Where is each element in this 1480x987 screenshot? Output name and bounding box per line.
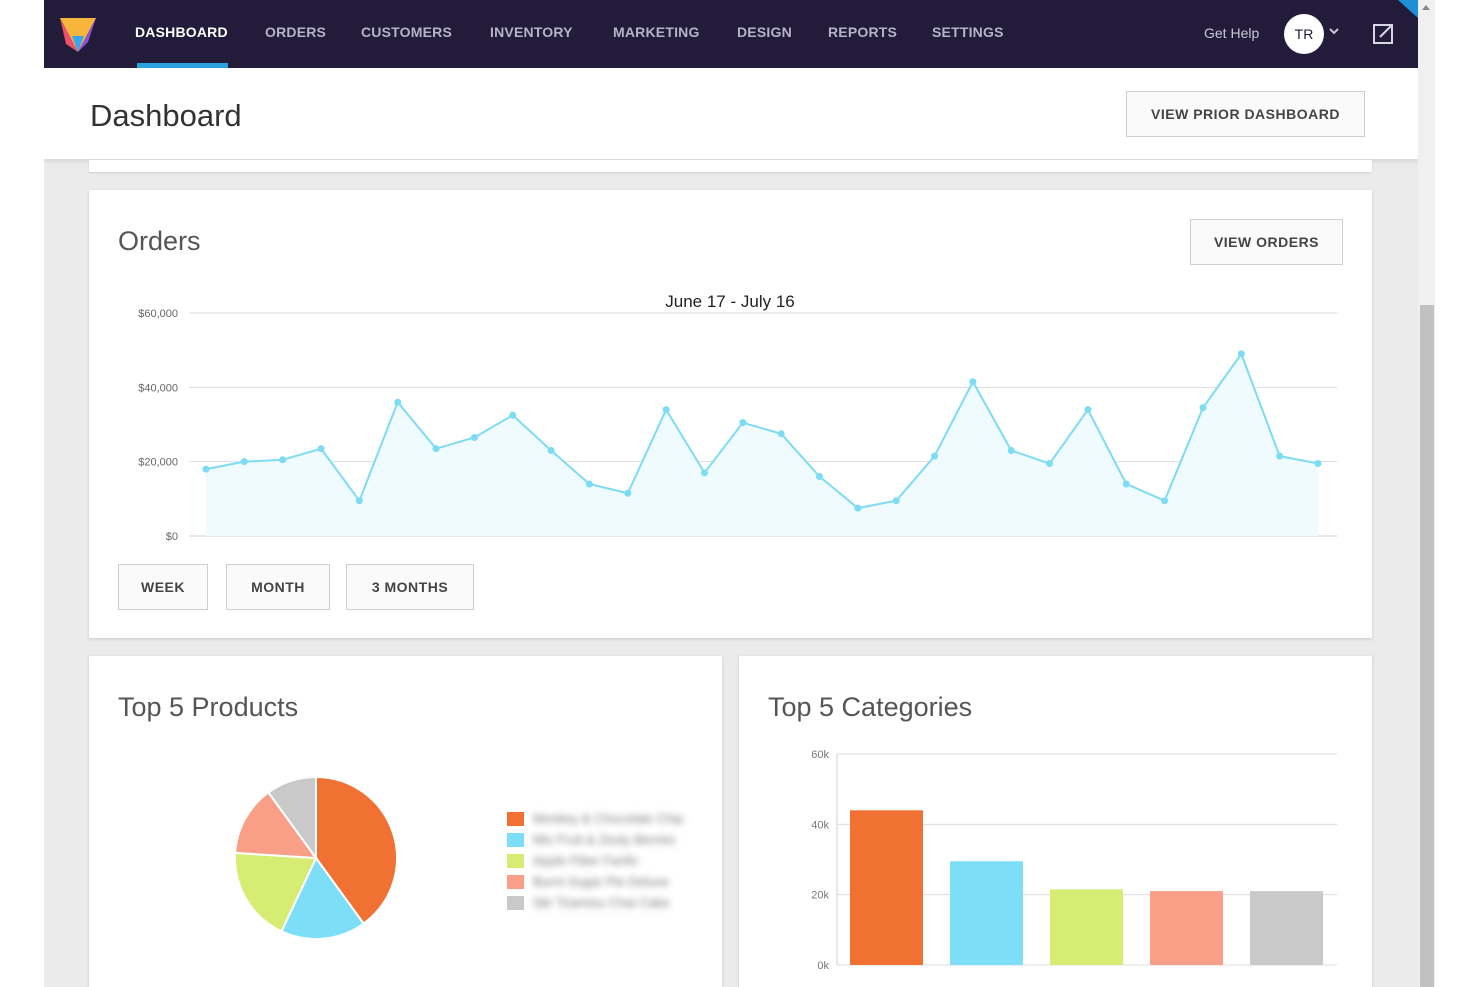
data-point bbox=[816, 473, 824, 481]
y-tick-label: 60k bbox=[811, 749, 829, 761]
nav-design[interactable]: DESIGN bbox=[737, 24, 792, 40]
data-point bbox=[1237, 350, 1245, 358]
scroll-up-arrow-icon[interactable] bbox=[1422, 5, 1430, 10]
data-point bbox=[432, 445, 440, 453]
user-avatar[interactable]: TR bbox=[1284, 14, 1324, 54]
y-tick-label: $60,000 bbox=[138, 308, 178, 320]
legend-label: Mix Fruit & Zesty Berries bbox=[533, 832, 676, 847]
bar bbox=[1150, 891, 1223, 965]
bar bbox=[1250, 891, 1323, 965]
collapsed-card-edge bbox=[89, 160, 1372, 172]
y-tick-label: 40k bbox=[811, 819, 829, 831]
top-navigation-bar: DASHBOARD ORDERS CUSTOMERS INVENTORY MAR… bbox=[44, 0, 1418, 68]
brand-logo-icon[interactable] bbox=[58, 14, 98, 56]
data-point bbox=[777, 430, 785, 438]
bar bbox=[950, 861, 1023, 965]
top-categories-card: Top 5 Categories 60k 40k 20k 0k bbox=[739, 656, 1372, 987]
legend-swatch bbox=[507, 833, 524, 847]
nav-dashboard[interactable]: DASHBOARD bbox=[135, 24, 228, 40]
data-point bbox=[317, 445, 325, 453]
legend-swatch bbox=[507, 875, 524, 889]
pie-slice bbox=[234, 851, 318, 933]
range-3-months-button[interactable]: 3 MONTHS bbox=[346, 564, 474, 610]
data-point bbox=[1199, 404, 1207, 412]
top-products-title: Top 5 Products bbox=[118, 692, 299, 722]
data-point bbox=[1122, 480, 1130, 488]
nav-inventory[interactable]: INVENTORY bbox=[490, 24, 573, 40]
data-point bbox=[202, 465, 210, 473]
y-tick-label: 20k bbox=[811, 890, 829, 902]
bar bbox=[850, 810, 923, 965]
nav-customers[interactable]: CUSTOMERS bbox=[361, 24, 452, 40]
legend-label: Monkey & Chocolate Chip bbox=[533, 811, 684, 826]
data-point bbox=[739, 419, 747, 427]
page-header: Dashboard VIEW PRIOR DASHBOARD bbox=[44, 68, 1418, 160]
legend-swatch bbox=[507, 896, 524, 910]
data-point bbox=[892, 497, 900, 505]
data-point bbox=[1007, 447, 1015, 455]
data-point bbox=[1046, 460, 1054, 468]
pie-slice bbox=[280, 856, 366, 940]
data-point bbox=[662, 406, 670, 414]
scrollbar-thumb[interactable] bbox=[1420, 305, 1434, 987]
nav-settings[interactable]: SETTINGS bbox=[932, 24, 1004, 40]
series-line bbox=[205, 351, 1319, 510]
data-point bbox=[355, 497, 363, 505]
orders-card: Orders VIEW ORDERS $60,000 $40,000 $20,000… bbox=[89, 190, 1372, 638]
y-tick-label: $20,000 bbox=[138, 457, 178, 469]
pie-slice bbox=[234, 791, 319, 860]
data-point bbox=[624, 489, 632, 497]
range-week-button[interactable]: WEEK bbox=[118, 564, 208, 610]
data-point bbox=[240, 458, 248, 466]
view-orders-button[interactable]: VIEW ORDERS bbox=[1190, 219, 1343, 265]
bar bbox=[1050, 889, 1123, 965]
nav-reports[interactable]: REPORTS bbox=[828, 24, 898, 40]
data-point bbox=[509, 411, 517, 419]
external-link-icon[interactable] bbox=[1371, 22, 1395, 46]
legend-label: Stir Tiramisu Chai Cake bbox=[533, 895, 670, 910]
data-point bbox=[585, 480, 593, 488]
range-month-button[interactable]: MONTH bbox=[226, 564, 330, 610]
orders-title: Orders bbox=[118, 226, 201, 256]
nav-orders[interactable]: ORDERS bbox=[265, 24, 327, 40]
data-point bbox=[700, 469, 708, 477]
chevron-down-icon[interactable] bbox=[1327, 24, 1341, 38]
active-tab-indicator bbox=[137, 63, 228, 68]
view-prior-dashboard-button[interactable]: VIEW PRIOR DASHBOARD bbox=[1126, 91, 1365, 137]
data-point bbox=[394, 398, 402, 406]
legend-label: Apple Fiber Fanfic bbox=[533, 853, 639, 868]
legend-swatch bbox=[507, 854, 524, 868]
data-point bbox=[1084, 406, 1092, 414]
data-point bbox=[1161, 497, 1169, 505]
data-point bbox=[854, 504, 862, 512]
y-tick-label: 0k bbox=[817, 960, 829, 972]
data-point bbox=[279, 456, 287, 464]
corner-flag-icon bbox=[1398, 0, 1418, 18]
top-categories-title: Top 5 Categories bbox=[768, 692, 973, 722]
legend-swatch bbox=[507, 812, 524, 826]
data-point bbox=[1276, 452, 1284, 460]
data-point bbox=[470, 434, 478, 442]
data-point bbox=[931, 452, 939, 460]
orders-line-chart: $60,000 $40,000 $20,000 $0 June 17 - July 16 bbox=[138, 292, 1337, 543]
pie-slice bbox=[315, 775, 398, 925]
area-fill bbox=[206, 353, 1318, 536]
chart-title: June 17 - July 16 bbox=[665, 292, 794, 311]
y-tick-label: $0 bbox=[166, 531, 178, 543]
legend-label: Burnt Sugar Pie Deluxe bbox=[533, 874, 669, 889]
nav-marketing[interactable]: MARKETING bbox=[613, 24, 700, 40]
top-products-card: Top 5 Products Monkey & Chocolate Chip M… bbox=[89, 656, 722, 987]
y-tick-label: $40,000 bbox=[138, 382, 178, 394]
app-window: DASHBOARD ORDERS CUSTOMERS INVENTORY MAR… bbox=[44, 0, 1418, 987]
data-point bbox=[547, 447, 555, 455]
data-point bbox=[969, 378, 977, 386]
products-pie-chart bbox=[234, 775, 398, 940]
data-point bbox=[1314, 460, 1322, 468]
page-title: Dashboard bbox=[90, 98, 242, 133]
get-help-link[interactable]: Get Help bbox=[1204, 25, 1260, 41]
categories-bar-chart: 60k 40k 20k 0k bbox=[811, 749, 1337, 972]
pie-slice bbox=[266, 775, 317, 862]
